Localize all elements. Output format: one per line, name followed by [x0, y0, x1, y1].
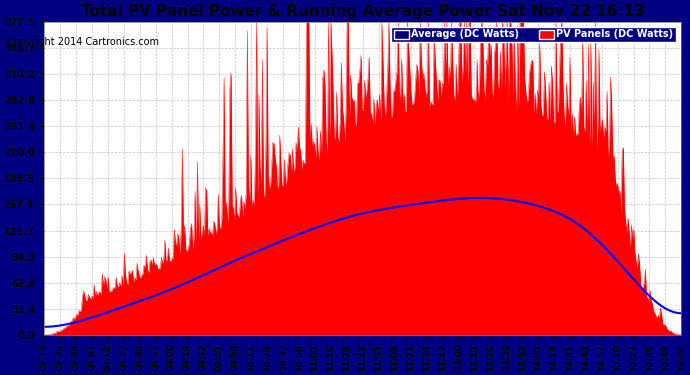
- Text: Copyright 2014 Cartronics.com: Copyright 2014 Cartronics.com: [7, 37, 159, 47]
- Legend: Average (DC Watts), PV Panels (DC Watts): Average (DC Watts), PV Panels (DC Watts): [391, 27, 676, 42]
- Title: Total PV Panel Power & Running Average Power Sat Nov 22 16:13: Total PV Panel Power & Running Average P…: [81, 4, 644, 19]
